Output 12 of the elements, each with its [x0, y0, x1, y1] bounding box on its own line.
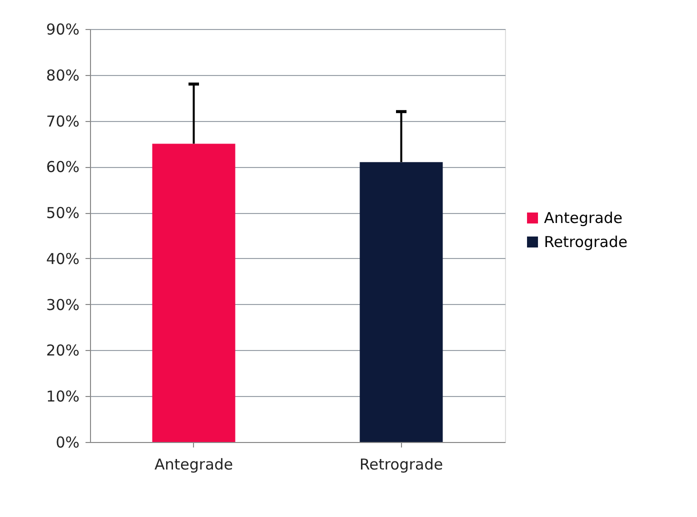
y-tick-label: 90%	[46, 20, 80, 38]
y-tick-label: 10%	[46, 388, 80, 406]
legend-label: Antegrade	[544, 209, 623, 227]
y-tick-label: 20%	[46, 342, 80, 360]
legend-label: Retrograde	[544, 233, 628, 251]
y-tick-label: 50%	[46, 204, 80, 222]
y-tick-label: 40%	[46, 250, 80, 268]
y-tick-label: 30%	[46, 296, 80, 314]
y-tick-label: 60%	[46, 158, 80, 176]
y-tick-label: 0%	[56, 434, 80, 452]
y-tick-label: 80%	[46, 66, 80, 84]
y-tick-label: 70%	[46, 112, 80, 130]
